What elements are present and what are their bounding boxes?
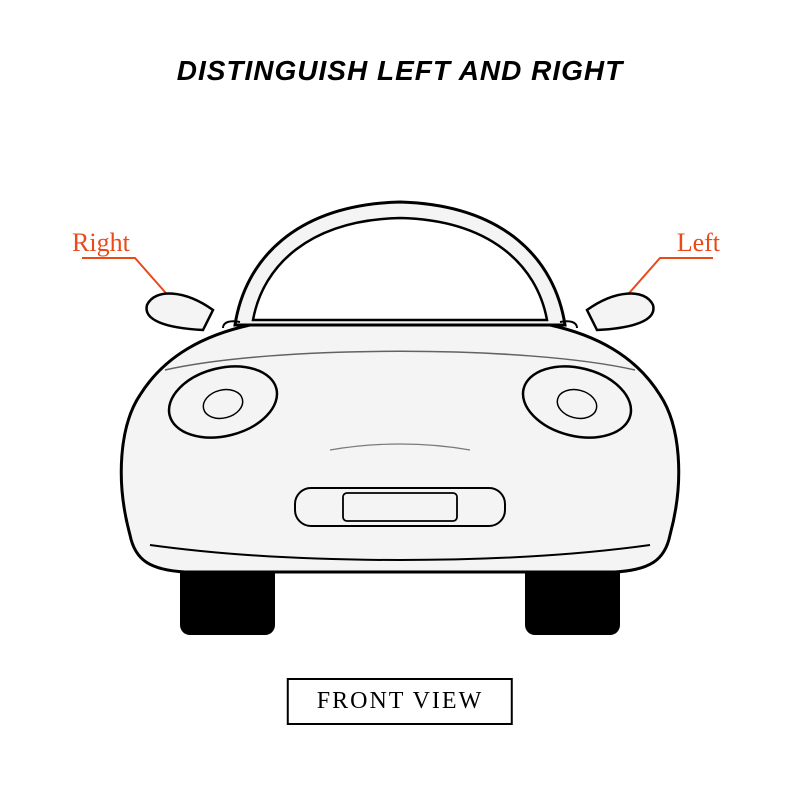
car-front-view-icon bbox=[95, 170, 705, 650]
view-label-box: FRONT VIEW bbox=[287, 678, 513, 725]
right-mirror bbox=[147, 294, 213, 330]
left-mirror bbox=[587, 294, 653, 330]
page-title: DISTINGUISH LEFT AND RIGHT bbox=[0, 55, 800, 87]
view-label: FRONT VIEW bbox=[317, 688, 483, 715]
car-diagram bbox=[95, 170, 705, 650]
